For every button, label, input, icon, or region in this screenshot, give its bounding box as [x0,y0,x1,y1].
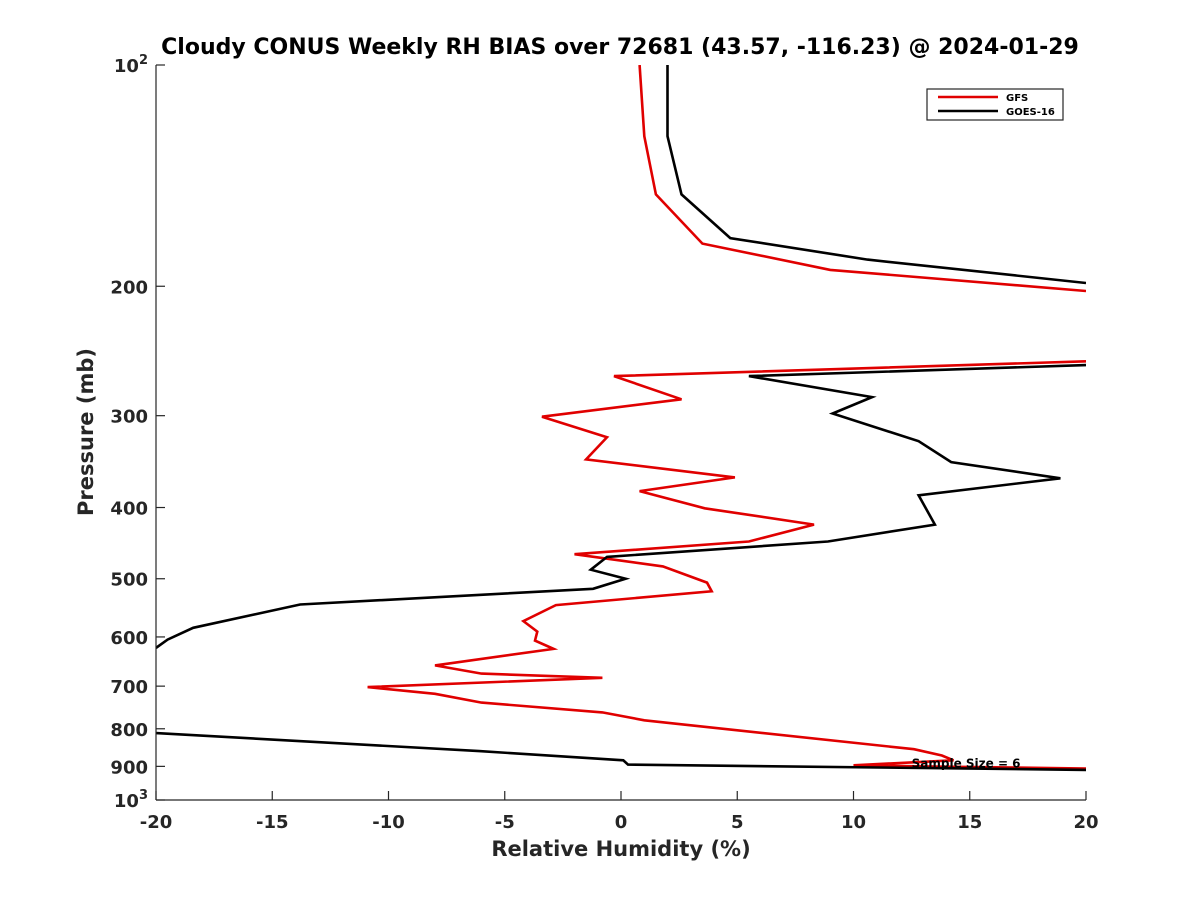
x-tick-label: 0 [615,812,628,833]
y-ticks: 102 200 300 400 500 600 700 800 900 103 [110,53,165,812]
x-tick-label: 20 [1073,812,1098,833]
series-layer [156,65,1086,772]
sample-size-annotation: Sample Size = 6 [912,757,1021,771]
y-tick-label: 900 [110,757,148,778]
y-tick-label: 600 [110,628,148,649]
y-tick-label: 700 [110,677,148,698]
x-tick-label: -20 [140,812,173,833]
y-tick-label: 103 [114,788,148,812]
plot-background [156,65,1086,800]
x-tick-label: 10 [841,812,866,833]
x-tick-label: -5 [495,812,515,833]
legend-label-gfs: GFS [1006,93,1028,104]
plot-area: -20 -15 -10 -5 0 5 10 15 20 102 200 300 400 500 600 70… [110,53,1098,833]
x-ticks: -20 -15 -10 -5 0 5 10 15 20 [140,791,1099,833]
legend-box [926,88,1064,121]
y-axis-label: Pressure (mb) [74,348,98,516]
x-tick-label: 5 [731,812,744,833]
series-line-goes-16 [156,65,1086,772]
legend-label-goes16: GOES-16 [1006,107,1055,118]
y-tick-label: 800 [110,720,148,741]
y-tick-label: 102 [114,53,148,77]
chart-title: Cloudy CONUS Weekly RH BIAS over 72681 (… [161,35,1079,60]
x-tick-label: -10 [372,812,405,833]
x-tick-label: -15 [256,812,289,833]
y-tick-label: 300 [110,407,148,428]
series-line-gfs [367,65,1086,770]
x-axis-label: Relative Humidity (%) [491,837,750,861]
y-tick-label: 400 [110,499,148,520]
y-tick-label: 200 [110,277,148,298]
legend: GFS GOES-16 [926,88,1064,121]
x-tick-label: 15 [957,812,982,833]
annotation-layer: Sample Size = 6 [912,757,1021,771]
y-tick-label: 500 [110,570,148,591]
